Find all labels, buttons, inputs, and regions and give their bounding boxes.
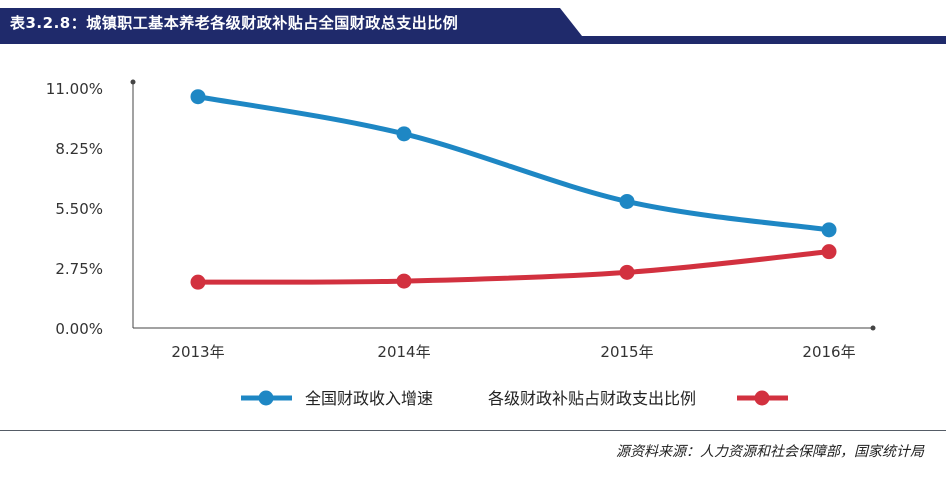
- series-line-1: [195, 94, 832, 233]
- legend-marker-2: [754, 390, 770, 406]
- chart-title: 表3.2.8：城镇职工基本养老各级财政补贴占全国财政总支出比例: [10, 14, 459, 32]
- series-point-2: [821, 244, 837, 260]
- y-tick-label: 5.50%: [55, 200, 103, 218]
- line-chart: 0.00% 2.75% 5.50% 8.25% 11.00% 2013年 2014年 2015…: [46, 79, 876, 408]
- x-tick-label: 2014年: [377, 343, 430, 361]
- legend-label-2: 各级财政补贴占财政支出比例: [488, 389, 696, 408]
- series-point-1: [821, 222, 837, 238]
- series-point-2: [190, 274, 206, 290]
- series-line-2: [195, 249, 832, 285]
- series-point-1: [619, 193, 635, 209]
- y-tick-label: 0.00%: [55, 320, 103, 338]
- series-point-1: [190, 89, 206, 105]
- y-tick-label: 11.00%: [46, 80, 103, 98]
- x-tick-label: 2016年: [802, 343, 855, 361]
- header-underline: [0, 36, 946, 44]
- series-point-2: [396, 273, 412, 289]
- header-banner: [0, 8, 946, 44]
- x-tick-label: 2013年: [171, 343, 224, 361]
- series-point-1: [396, 126, 412, 142]
- legend-marker-1: [258, 390, 274, 406]
- y-tick-label: 2.75%: [55, 260, 103, 278]
- x-tick-label: 2015年: [600, 343, 653, 361]
- header-title-band: [0, 8, 582, 36]
- source-note: 源资料来源：人力资源和社会保障部，国家统计局: [616, 444, 924, 460]
- legend-label-1: 全国财政收入增速: [305, 389, 433, 408]
- header-bar: 表3.2.8：城镇职工基本养老各级财政补贴占全国财政总支出比例: [0, 0, 946, 46]
- y-axis-end-dot: [130, 79, 136, 85]
- series-point-2: [619, 264, 635, 280]
- x-axis-end-dot: [870, 325, 876, 331]
- y-tick-label: 8.25%: [55, 140, 103, 158]
- footer-divider: [0, 430, 946, 431]
